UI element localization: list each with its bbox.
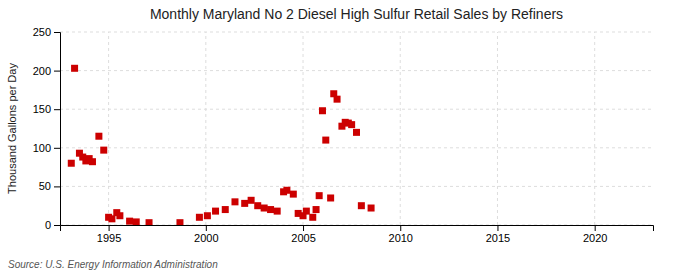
tick-mark [109,225,110,231]
point [358,202,365,209]
tick-mark [206,225,207,231]
tick: 0 [45,219,60,231]
y-label: Thousand Gallons per Day [6,63,18,194]
point [68,160,75,167]
point [348,121,355,128]
tick-label: 2000 [194,232,218,244]
point [100,147,107,154]
point [319,107,326,114]
point [261,205,268,212]
tick-label: 1995 [97,232,121,244]
tick: 50 [39,180,60,192]
tick-mark [54,71,60,72]
tick-label: 50 [39,180,51,192]
source: Source: U.S. Energy Information Administ… [8,259,218,270]
tick-mark [54,148,60,149]
point [108,215,115,222]
tick: 2005 [291,225,315,244]
tick: 2010 [389,225,413,244]
tick: 2020 [583,225,607,244]
tick-label: 100 [33,142,51,154]
tick-mark [595,225,596,231]
point [274,208,281,215]
grid [60,32,653,225]
grid-line [400,32,401,225]
point [116,212,123,219]
grid-line [303,32,304,225]
point [327,194,334,201]
grid-line [60,32,653,33]
point [303,208,310,215]
y-axis: 0 50 100 150 200 250 [33,26,61,231]
title: Monthly Maryland No 2 Diesel High Sulfur… [150,6,563,22]
tick-mark [400,225,401,231]
point [290,191,297,198]
tick: 2000 [194,225,218,244]
point [267,206,274,213]
point [254,202,261,209]
point [212,208,219,215]
point [241,200,248,207]
axis-line [54,33,61,226]
point [231,198,238,205]
grid-line [594,32,595,225]
point [353,129,360,136]
tick-label: 2005 [291,232,315,244]
tick: 200 [33,65,60,77]
tick: 1995 [97,225,121,244]
tick: 2015 [486,225,510,244]
point [368,205,375,212]
point [204,212,211,219]
point [222,206,229,213]
point [283,187,290,194]
tick-label: 0 [45,219,51,231]
grid-line [60,186,653,187]
points [68,65,375,225]
point [316,192,323,199]
grid-line [205,32,206,225]
point [309,214,316,221]
tick-mark [54,225,60,226]
x-axis: 1995 2000 2005 2010 2015 2020 [61,225,654,244]
point [126,218,133,225]
point [133,218,140,225]
tick-mark [54,186,60,187]
point [313,206,320,213]
grid-line [60,147,653,148]
point [71,65,78,72]
tick-label: 200 [33,65,51,77]
tick-mark [303,225,304,231]
tick: 250 [33,26,60,38]
point [146,219,153,225]
point [95,133,102,140]
tick-label: 2020 [583,232,607,244]
tick: 100 [33,142,60,154]
grid-line [60,70,653,71]
chart: Monthly Maryland No 2 Diesel High Sulfur… [0,0,675,275]
grid-line [60,109,653,110]
tick-label: 2015 [486,232,510,244]
tick-mark [54,32,60,33]
tick-mark [54,109,60,110]
point [248,197,255,204]
point [334,96,341,103]
tick: 150 [33,103,60,115]
point [89,158,96,165]
tick-mark [497,225,498,231]
grid-line [497,32,498,225]
point [196,214,203,221]
grid-line [108,32,109,225]
point [322,137,329,144]
tick-label: 2010 [389,232,413,244]
point [176,219,183,225]
tick-label: 250 [33,26,51,38]
tick-label: 150 [33,103,51,115]
axis-line [61,226,654,232]
